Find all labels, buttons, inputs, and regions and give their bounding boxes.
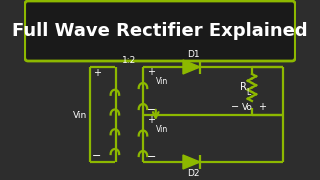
Text: Vin: Vin xyxy=(156,76,169,86)
Text: −: − xyxy=(147,152,156,162)
Text: +: + xyxy=(148,115,156,125)
Text: −: − xyxy=(231,102,239,112)
Text: +: + xyxy=(258,102,266,112)
Text: −: − xyxy=(147,105,156,115)
Text: L: L xyxy=(246,87,251,96)
Text: Vin: Vin xyxy=(156,125,169,134)
Text: +: + xyxy=(148,67,156,77)
Text: Vo: Vo xyxy=(242,102,253,111)
Text: +: + xyxy=(93,68,101,78)
Text: D2: D2 xyxy=(187,170,199,179)
Text: −: − xyxy=(92,151,102,161)
Text: Vin: Vin xyxy=(73,111,87,120)
Polygon shape xyxy=(183,155,200,169)
Text: 1:2: 1:2 xyxy=(122,55,137,64)
Text: Full Wave Rectifier Explained: Full Wave Rectifier Explained xyxy=(12,22,308,40)
Polygon shape xyxy=(183,60,200,74)
Text: R: R xyxy=(240,82,247,92)
Text: D1: D1 xyxy=(187,50,199,59)
FancyBboxPatch shape xyxy=(25,1,295,61)
